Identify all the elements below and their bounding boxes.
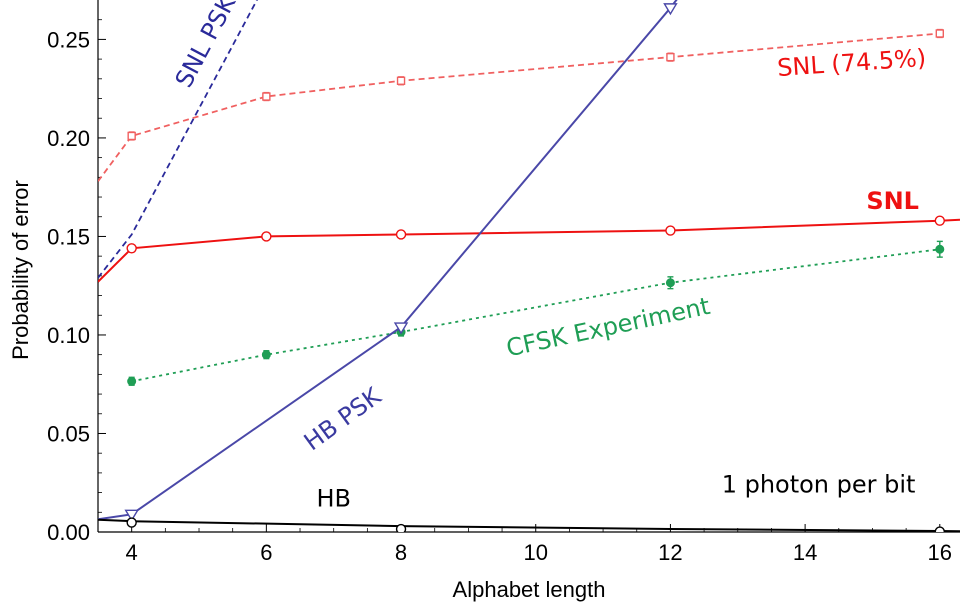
y-tick-label: 0.25 [47,27,90,52]
annotation-cfsk-experiment: CFSK Experiment [504,292,713,363]
data-point [127,131,136,141]
annotation-1-photon-per-bit: 1 photon per bit [722,471,916,499]
data-point [665,278,675,288]
series-hb [98,517,960,532]
series-snl-74-5 [98,28,944,182]
data-point [666,52,675,62]
y-tick-label: 0.10 [47,323,90,348]
y-tick-label: 0.05 [47,421,90,446]
x-tick-label: 16 [928,540,952,565]
data-point [127,376,137,386]
data-point [935,29,944,38]
series-line [131,248,940,383]
y-axis: 0.00 0.05 0.10 0.15 0.20 0.25 [47,19,106,545]
series-layer [98,0,960,532]
series-line [98,32,940,182]
x-tick-label: 10 [523,540,547,565]
y-axis-title: Probability of error [8,180,33,360]
series-line [98,0,258,279]
y-tick-label: 0.00 [47,520,90,545]
data-point [126,243,137,254]
x-axis: 4 6 8 10 12 14 16 [126,524,952,565]
series-snl-psk [98,0,258,279]
y-tick-label: 0.15 [47,224,90,249]
annotation-layer: SNL PSK SNL (74.5%) SNL CFSK Experiment HB P… [170,0,927,512]
annotation-hb: HB [316,484,351,512]
data-point [262,92,271,101]
data-point [126,517,137,528]
data-point [395,523,407,532]
x-tick-label: 14 [793,540,817,565]
x-tick-label: 6 [260,540,272,565]
annotation-snl-psk: SNL PSK [170,0,242,92]
x-tick-label: 4 [126,540,138,565]
data-point [663,3,678,16]
data-point [935,244,945,254]
data-point [934,215,945,226]
x-axis-title: Alphabet length [453,577,606,602]
x-tick-label: 12 [658,540,682,565]
x-tick-label: 8 [395,540,407,565]
series-line [98,518,960,532]
series-hb-psk [98,0,678,522]
data-point [395,229,407,240]
plot-frame [97,0,960,533]
data-point [396,76,406,85]
data-point [665,225,676,236]
annotation-snl-74-5: SNL (74.5%) [776,44,927,82]
data-point [124,509,139,522]
series-cfsk-experiment [127,240,945,386]
data-point [261,231,272,242]
annotation-snl: SNL [866,187,919,215]
y-tick-label: 0.20 [47,126,90,151]
annotation-hb-psk: HB PSK [299,381,387,456]
series-line [98,218,960,283]
data-point [393,322,409,335]
series-snl [98,215,960,283]
data-point [934,526,945,532]
data-point [261,350,271,360]
